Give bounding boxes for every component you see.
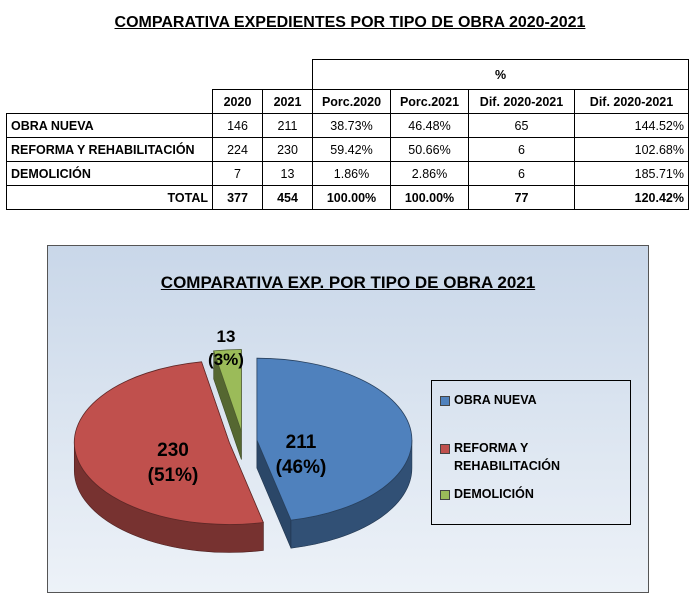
pie-slice-demolicion xyxy=(213,349,242,460)
total-cell: 100.00% xyxy=(312,185,391,210)
data-label-percent-reforma-y-rehabilitacion: (51%) xyxy=(148,465,199,486)
legend-swatch-reforma xyxy=(440,444,450,454)
table-cell: 46.48% xyxy=(390,113,469,138)
table-cell: 6 xyxy=(468,161,575,186)
data-label-value-obra-nueva: 211 xyxy=(286,432,317,453)
column-header: Dif. 2020-2021 xyxy=(468,89,575,114)
table-cell: 38.73% xyxy=(312,113,391,138)
row-label: REFORMA Y REHABILITACIÓN xyxy=(6,137,213,162)
total-cell: 120.42% xyxy=(574,185,689,210)
column-header: Porc.2021 xyxy=(390,89,469,114)
table-cell: 185.71% xyxy=(574,161,689,186)
data-label-value-reforma-y-rehabilitacion: 230 xyxy=(157,440,189,461)
chart-title: COMPARATIVA EXP. POR TIPO DE OBRA 2021 xyxy=(160,273,536,292)
total-cell: 100.00% xyxy=(390,185,469,210)
legend-label: DEMOLICIÓN xyxy=(454,487,534,501)
table-cell: 146 xyxy=(212,113,263,138)
row-label: DEMOLICIÓN xyxy=(6,161,213,186)
column-header: 2020 xyxy=(212,89,263,114)
column-header: 2021 xyxy=(262,89,313,114)
table-cell: 59.42% xyxy=(312,137,391,162)
table-cell: 1.86% xyxy=(312,161,391,186)
table-cell: 144.52% xyxy=(574,113,689,138)
table-header-row: 2020 2021 Porc.2020 Porc.2021 Dif. 2020-… xyxy=(7,89,689,114)
pie-chart-panel: COMPARATIVA EXP. POR TIPO DE OBRA 2021 2… xyxy=(47,245,649,593)
total-label: TOTAL xyxy=(6,185,213,210)
page-title: COMPARATIVA EXPEDIENTES POR TIPO DE OBRA… xyxy=(114,14,586,31)
pie-chart: 211 (46%) 230 (51%) 13 (3%) xyxy=(73,327,413,553)
legend-label: REFORMA Y REHABILITACIÓN xyxy=(454,441,561,473)
table-cell: 102.68% xyxy=(574,137,689,162)
total-cell: 77 xyxy=(468,185,575,210)
total-cell: 454 xyxy=(262,185,313,210)
data-label-percent-obra-nueva: (46%) xyxy=(276,457,327,478)
data-label-percent-demolicion: (3%) xyxy=(208,350,244,369)
table-row: DEMOLICIÓN 7 13 1.86% 2.86% 6 185.71% xyxy=(6,161,689,186)
legend-swatch-demolicion xyxy=(440,490,450,500)
table-cell: 224 xyxy=(212,137,263,162)
table-cell: 50.66% xyxy=(390,137,469,162)
legend-label: OBRA NUEVA xyxy=(454,393,537,407)
pie-slice-reforma-y-rehabilitacion xyxy=(73,361,264,553)
pie-slice-obra-nueva xyxy=(256,357,413,549)
table-cell: 230 xyxy=(262,137,313,162)
chart-legend: OBRA NUEVA REFORMA Y REHABILITACIÓN DEMO… xyxy=(431,380,631,525)
row-label: OBRA NUEVA xyxy=(6,113,213,138)
table-cell: 7 xyxy=(212,161,263,186)
table-group-header-row: % xyxy=(7,59,689,90)
column-header: Porc.2020 xyxy=(312,89,391,114)
table-row: REFORMA Y REHABILITACIÓN 224 230 59.42% … xyxy=(6,137,689,162)
table-cell: 6 xyxy=(468,137,575,162)
table-row: OBRA NUEVA 146 211 38.73% 46.48% 65 144.… xyxy=(6,113,689,138)
column-header: Dif. 2020-2021 xyxy=(574,89,689,114)
table-total-row: TOTAL 377 454 100.00% 100.00% 77 120.42% xyxy=(6,185,689,210)
table-cell: 2.86% xyxy=(390,161,469,186)
total-cell: 377 xyxy=(212,185,263,210)
comparison-table: % 2020 2021 Porc.2020 Porc.2021 Dif. 202… xyxy=(6,59,689,210)
legend-swatch-obra-nueva xyxy=(440,396,450,406)
table-cell: 13 xyxy=(262,161,313,186)
table-cell: 211 xyxy=(262,113,313,138)
table-cell: 65 xyxy=(468,113,575,138)
percent-group-header: % xyxy=(312,59,689,90)
data-label-value-demolicion: 13 xyxy=(217,327,236,346)
